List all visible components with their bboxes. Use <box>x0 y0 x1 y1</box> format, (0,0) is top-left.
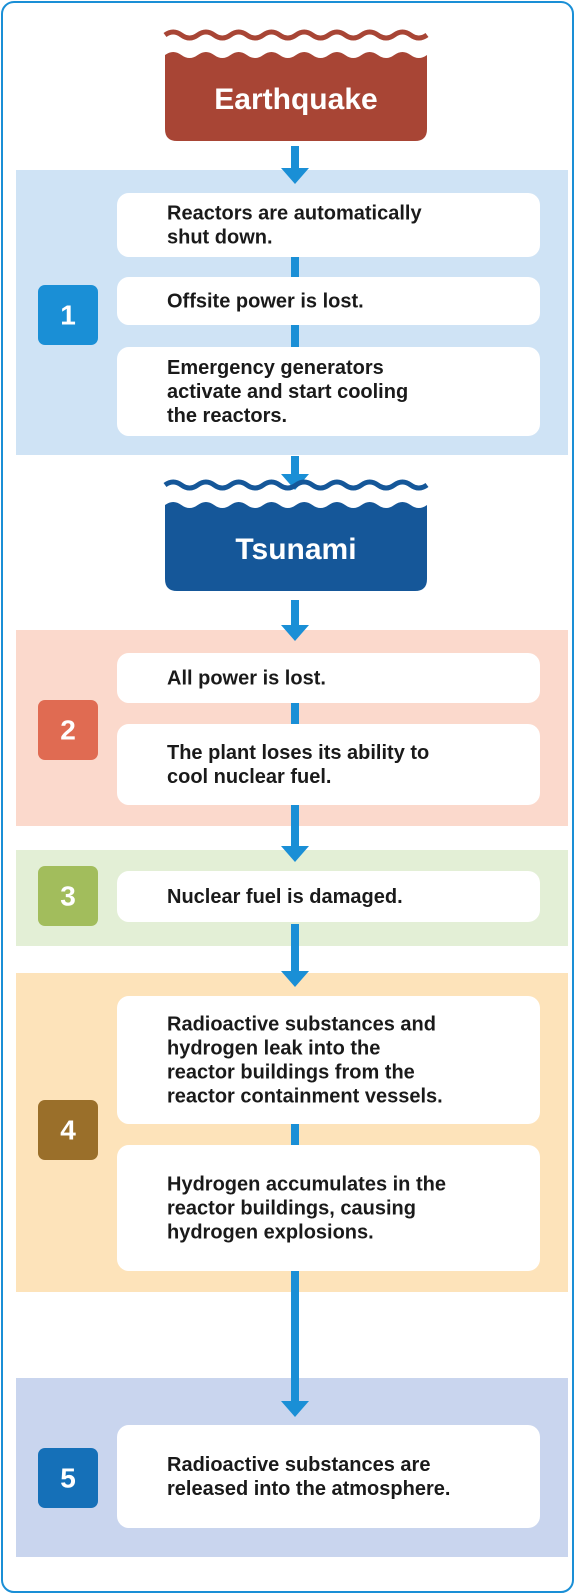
stage-badge <box>38 1100 98 1160</box>
event-text: reactor containment vessels. <box>167 1085 443 1107</box>
event-text: the reactors. <box>167 405 287 427</box>
event-text: hydrogen leak into the <box>167 1037 380 1059</box>
event-text: cool nuclear fuel. <box>167 766 331 788</box>
arrow-head <box>281 1401 309 1417</box>
arrow-head <box>281 846 309 862</box>
arrow-shaft <box>291 456 299 476</box>
event-text: Nuclear fuel is damaged. <box>167 886 403 908</box>
event-text: Hydrogen accumulates in the <box>167 1173 446 1195</box>
event-box <box>117 193 540 257</box>
hazard-wave <box>163 29 429 41</box>
event-box <box>117 1145 540 1271</box>
arrow-shaft <box>291 146 299 170</box>
hazard-wave <box>163 479 429 491</box>
arrow-head <box>281 474 309 490</box>
event-text: hydrogen explosions. <box>167 1221 374 1243</box>
event-text: Radioactive substances are <box>167 1454 430 1476</box>
connector <box>291 1124 299 1145</box>
arrow-head <box>281 971 309 987</box>
event-box <box>117 724 540 805</box>
stage-badge <box>38 700 98 760</box>
arrow-head <box>281 168 309 184</box>
event-box <box>117 996 540 1124</box>
event-text: Emergency generators <box>167 357 384 379</box>
event-box <box>117 871 540 922</box>
event-text: All power is lost. <box>167 667 326 689</box>
event-text: Reactors are automatically <box>167 202 422 224</box>
event-text: activate and start cooling <box>167 381 408 403</box>
event-text: Offsite power is lost. <box>167 290 364 312</box>
arrow-shaft <box>291 1271 299 1403</box>
arrow-head <box>281 625 309 641</box>
arrow-shaft <box>291 600 299 627</box>
stage-badge <box>38 1448 98 1508</box>
connector <box>291 257 299 277</box>
arrow-shaft <box>291 805 299 848</box>
stage-number: 3 <box>60 880 76 911</box>
event-box <box>117 277 540 325</box>
stage-number: 4 <box>60 1114 76 1145</box>
arrow-shaft <box>291 924 299 973</box>
connector <box>291 703 299 724</box>
stage-badge <box>38 285 98 345</box>
hazard-box <box>165 502 427 591</box>
stage-number: 1 <box>60 299 76 330</box>
stage-number: 2 <box>60 714 76 745</box>
event-box <box>117 347 540 436</box>
hazard-label: Tsunami <box>235 533 356 566</box>
event-text: shut down. <box>167 226 273 248</box>
event-text: reactor buildings, causing <box>167 1197 416 1219</box>
stage-badge <box>38 866 98 926</box>
stage-number: 5 <box>60 1462 76 1493</box>
event-box <box>117 1425 540 1528</box>
event-text: Radioactive substances and <box>167 1013 436 1035</box>
event-text: reactor buildings from the <box>167 1061 415 1083</box>
event-box <box>117 653 540 703</box>
connector <box>291 325 299 347</box>
event-text: released into the atmosphere. <box>167 1478 450 1500</box>
hazard-box <box>165 52 427 141</box>
event-text: The plant loses its ability to <box>167 742 429 764</box>
hazard-label: Earthquake <box>214 83 377 116</box>
